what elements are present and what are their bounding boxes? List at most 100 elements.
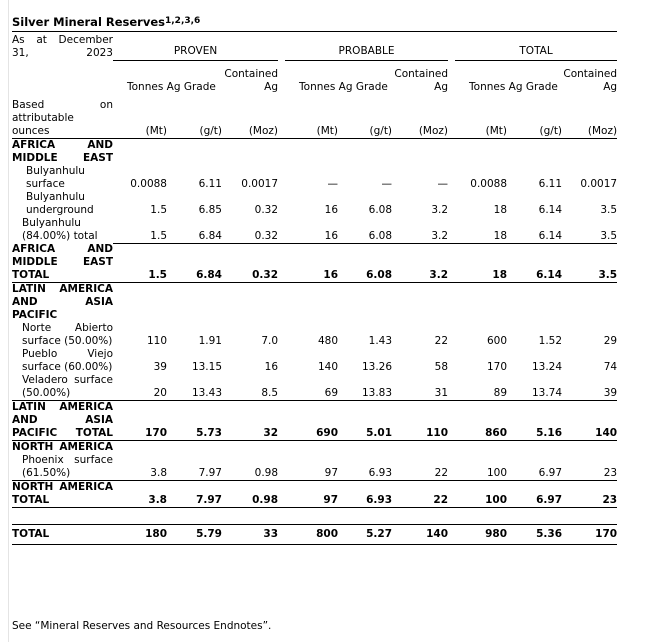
section-heading-row: LATIN AMERICA AND ASIA PACIFIC [12,283,617,323]
grade-proven-cell [167,283,222,323]
contained-ag-total-cell: 140 [562,400,618,441]
grade-probable-cell [338,139,392,166]
contained-ag-probable-cell: — [437,178,449,190]
row-label: Veladero surface (50.00%) [12,374,113,401]
total-row: NORTH AMERICA TOTAL 3.8 7.97 0.98 97 6.93 22 10… [12,480,618,508]
grade-proven-cell: 7.97 [167,454,222,481]
tonnes-probable-cell: 97 [285,454,339,481]
grade-total-cell: 6.11 [538,178,563,190]
title-text: Silver Mineral Reserves [12,15,165,29]
unit-moz: (Moz) [392,94,449,139]
grade-probable-cell: — [381,178,393,190]
tonnes-total-cell: 980 [455,524,508,545]
group-total: TOTAL [455,32,618,61]
contained-ag-proven-cell [222,283,278,323]
grade-probable-cell: 13.26 [361,361,393,373]
total-row: AFRICA AND MIDDLE EAST TOTAL 1.5 6.84 0.32 1… [12,243,618,283]
row-label: Bulyanhulu underground [26,191,94,216]
tonnes-total-cell: 600 [486,335,508,347]
grade-total-cell: 1.52 [538,335,563,347]
tonnes-total-cell [455,139,507,166]
contained-ag-probable-cell [392,441,448,455]
contained-ag-proven-cell: 0.32 [254,204,279,216]
grade-probable-cell: 5.01 [338,400,393,441]
tonnes-total-cell: 18 [455,217,508,244]
grade-total-cell [507,441,562,455]
unit-moz: (Moz) [562,94,618,139]
grade-total-cell [507,139,562,166]
grade-total-cell: 6.14 [507,243,563,283]
table-row: Phoenix surface (61.50%) 3.8 7.97 0.98 97 6.9… [12,454,618,481]
tonnes-total-cell: 18 [455,243,508,283]
title-footnote-refs: 1,2,3,6 [165,16,201,26]
contained-ag-proven-cell: 7.0 [261,335,279,347]
contained-ag-total-cell: 3.5 [600,204,618,216]
grade-proven-cell: 6.85 [198,204,222,216]
grade-proven-cell: 5.79 [167,524,222,545]
table-row: Bulyanhulu surface 0.0088 6.11 0.0017 — — — 0.0… [12,165,617,191]
tonnes-proven-cell: 1.5 [113,243,167,283]
tonnes-probable-cell: 16 [285,243,339,283]
grade-probable-cell: 1.43 [368,335,393,347]
header-units-row: Based on attributable ounces (Mt) (g/t) … [12,94,618,139]
contained-ag-proven-cell: 0.32 [222,217,279,244]
table-title: Silver Mineral Reserves1,2,3,6 [12,14,617,32]
grade-probable-cell: 6.93 [338,480,393,508]
tonnes-proven-cell: 0.0088 [130,178,167,190]
grade-total-cell: 6.14 [538,204,563,216]
col-tonnes-grade: Tonnes Ag Grade [469,81,558,93]
contained-ag-proven-cell: 0.98 [222,480,279,508]
row-label: Bulyanhulu surface [26,165,85,190]
contained-ag-proven-cell: 0.0017 [241,178,279,190]
tonnes-total-cell [455,441,507,455]
contained-ag-proven-cell: 32 [222,400,279,441]
grade-proven-cell [167,139,222,166]
col-contained-ag: Contained Ag [394,68,449,93]
contained-ag-proven-cell: 16 [264,361,279,373]
contained-ag-proven-cell: 8.5 [222,374,279,401]
reserves-table: As at December 31, 2023 PROVEN PROBABLE … [12,32,618,545]
grade-probable-cell: 6.08 [338,243,393,283]
tonnes-probable-cell: 690 [285,400,339,441]
contained-ag-probable-cell [392,139,448,166]
tonnes-total-cell: 860 [455,400,508,441]
row-label: NORTH AMERICA TOTAL [12,480,113,508]
grade-total-cell: 13.24 [531,361,563,373]
contained-ag-total-cell [562,441,617,455]
row-label: Bulyanhulu (84.00%) total [22,217,98,242]
tonnes-total-cell: 18 [493,204,508,216]
endnotes-reference: See “Mineral Reserves and Resources Endn… [12,620,272,632]
table-row: Veladero surface (50.00%) 20 13.43 8.5 69 13.… [12,374,618,401]
contained-ag-probable-cell: 3.2 [431,204,449,216]
grade-total-cell [507,283,562,323]
contained-ag-total-cell: 23 [562,480,618,508]
grade-proven-cell: 6.84 [167,217,222,244]
contained-ag-proven-cell [222,139,278,166]
contained-ag-probable-cell: 22 [392,480,449,508]
grade-probable-cell: 6.93 [338,454,393,481]
tonnes-proven-cell: 180 [113,524,167,545]
row-label: LATIN AMERICA AND ASIA PACIFIC [12,283,113,321]
grade-proven-cell: 13.15 [191,361,222,373]
contained-ag-total-cell: 170 [562,524,618,545]
silver-reserves-table-container: Silver Mineral Reserves1,2,3,6 As at Dec… [12,14,618,545]
tonnes-total-cell [455,283,507,323]
tonnes-proven-cell: 1.5 [113,217,167,244]
grade-probable-cell: 6.08 [368,204,393,216]
total-row: TOTAL 180 5.79 33 800 5.27 140 980 5.36 170 [12,524,618,545]
grade-proven-cell: 6.11 [198,178,222,190]
grade-probable-cell: 5.27 [338,524,393,545]
col-tonnes-grade: Tonnes Ag Grade [127,81,216,93]
group-proven: PROVEN [113,32,279,61]
contained-ag-total-cell: 29 [603,335,618,347]
contained-ag-proven-cell: 33 [222,524,279,545]
unit-moz: (Moz) [222,94,279,139]
tonnes-proven-cell: 39 [153,361,167,373]
grade-total-cell: 6.97 [507,454,563,481]
tonnes-proven-cell [113,139,167,166]
tonnes-total-cell: 170 [486,361,508,373]
contained-ag-proven-cell: 0.98 [222,454,279,481]
unit-gt: (g/t) [507,94,563,139]
contained-ag-probable-cell: 3.2 [392,243,449,283]
tonnes-proven-cell [113,441,167,455]
